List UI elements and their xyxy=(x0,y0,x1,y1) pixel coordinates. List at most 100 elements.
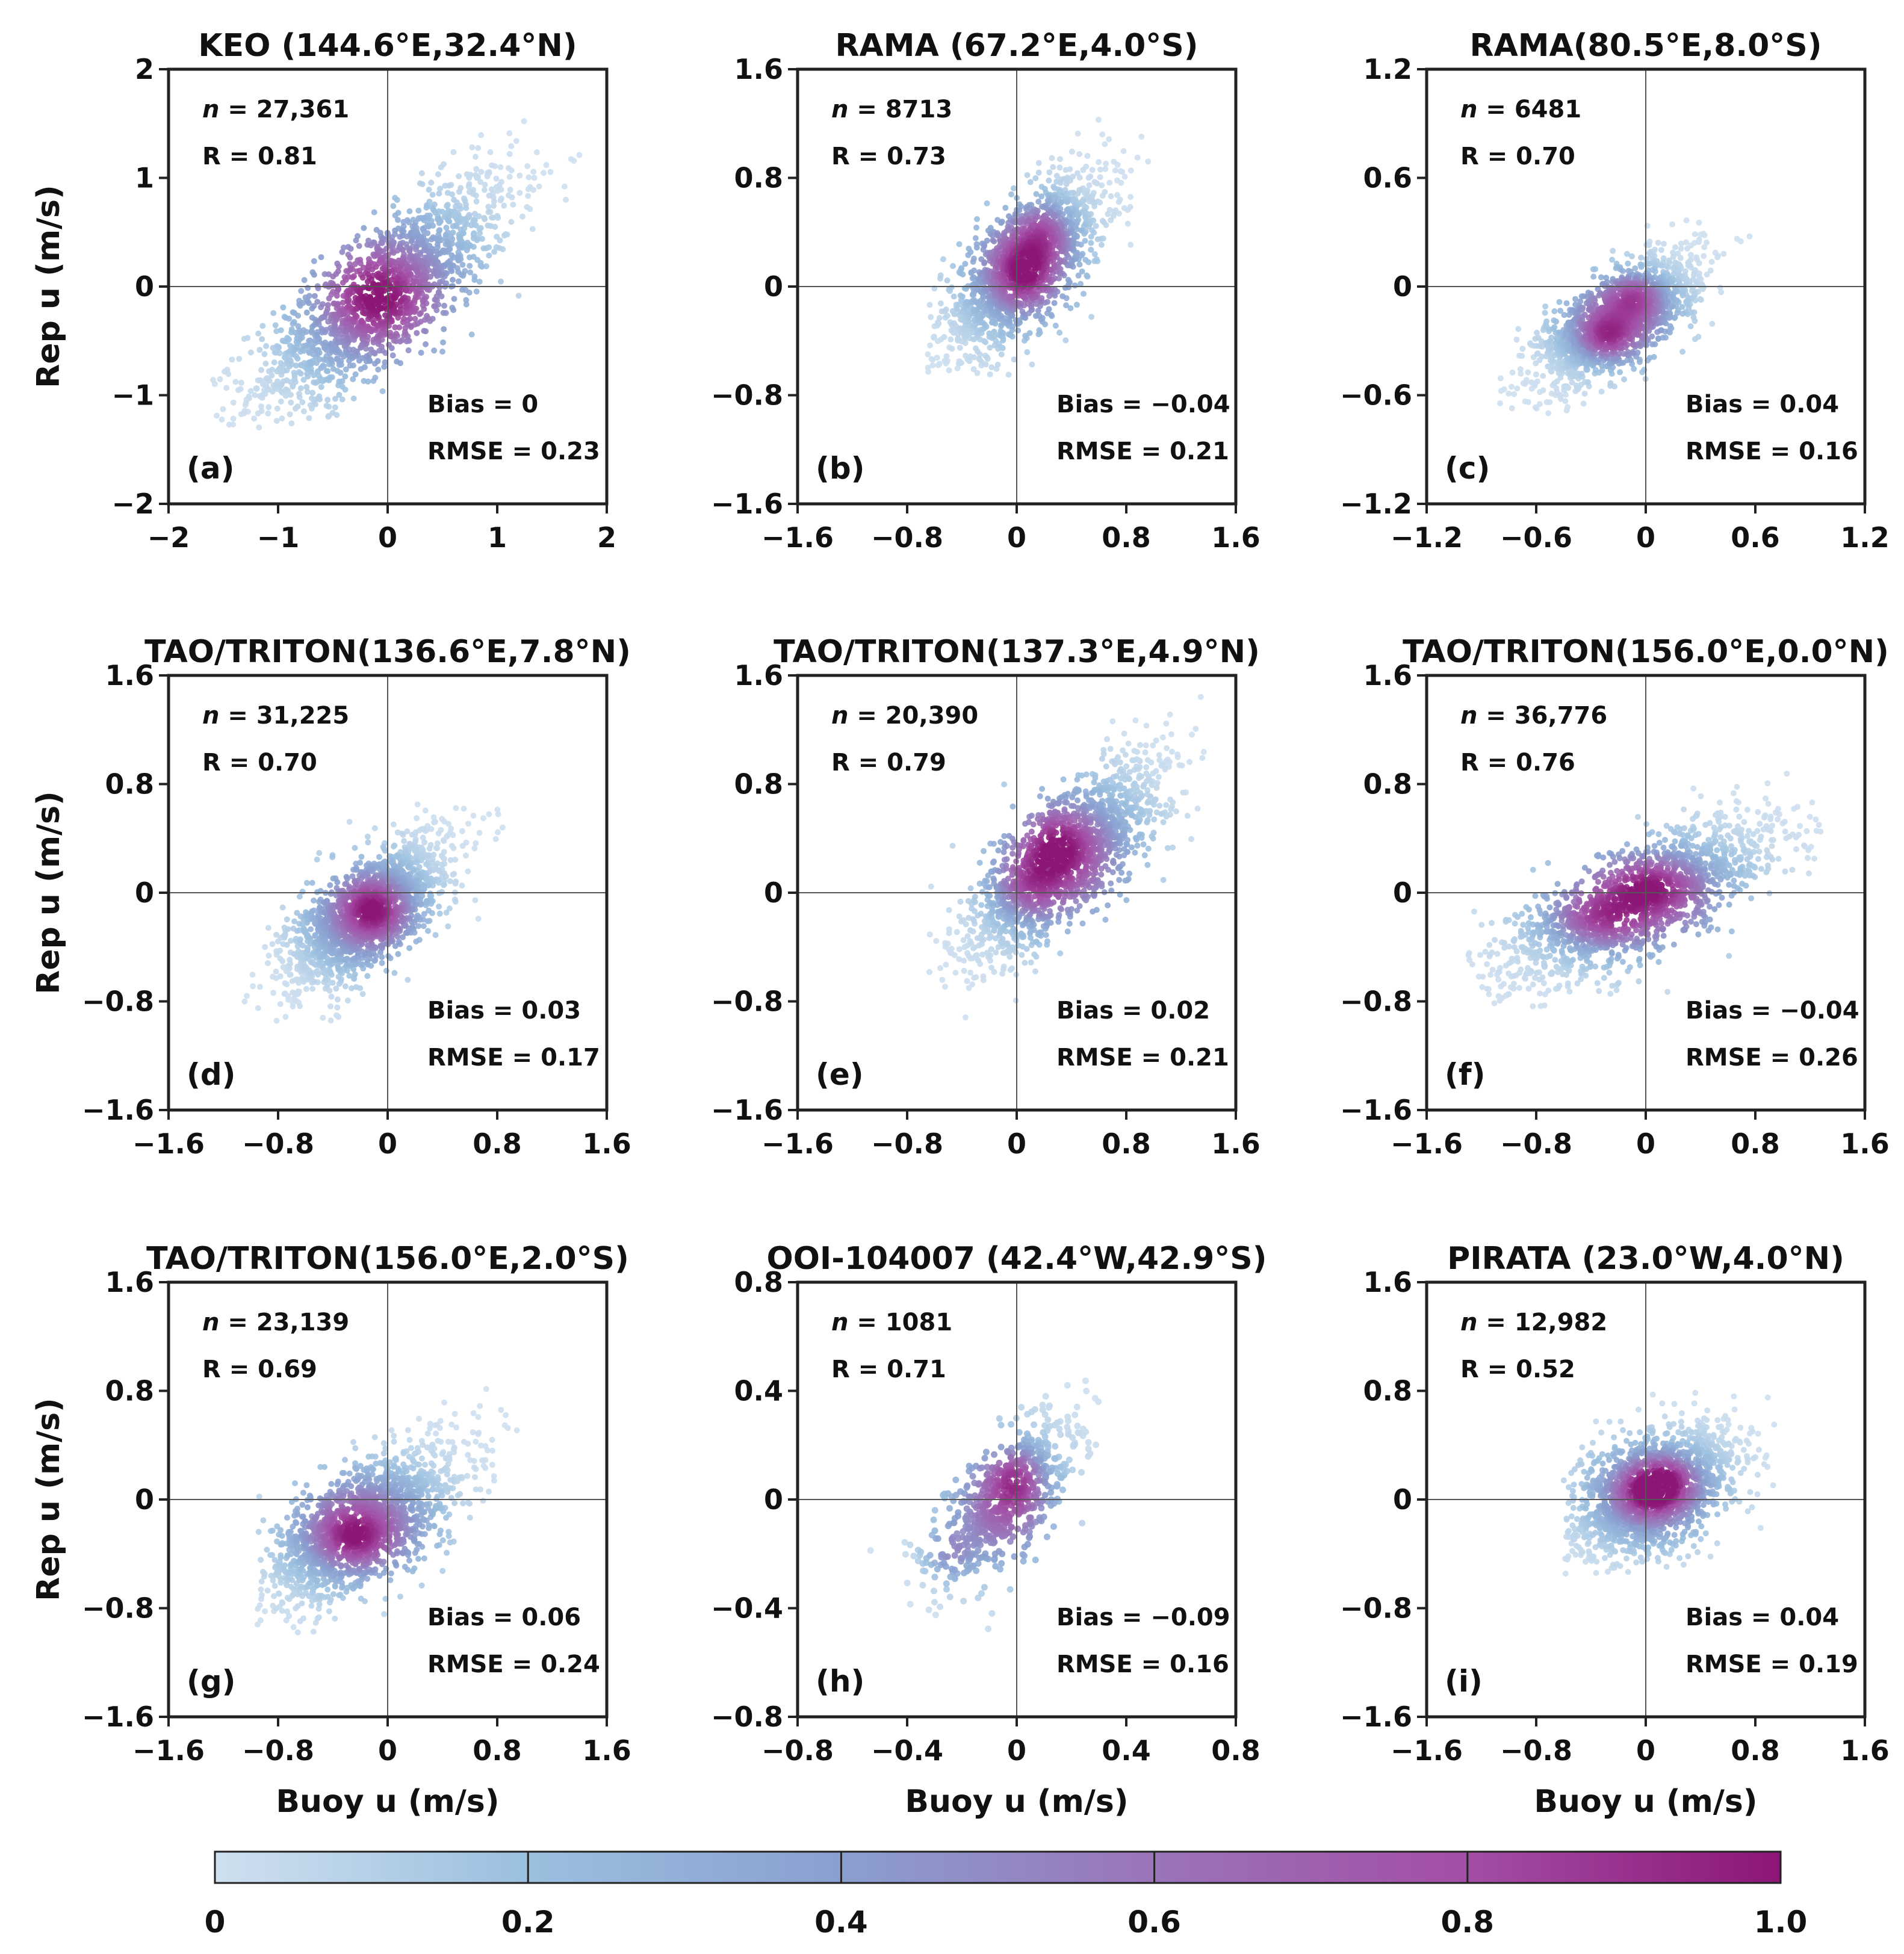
data-point xyxy=(1704,271,1710,278)
data-point xyxy=(393,330,400,337)
data-point xyxy=(371,209,377,216)
n-count: n = 8713 xyxy=(831,96,952,123)
data-point xyxy=(489,214,495,221)
data-point xyxy=(1056,164,1063,171)
data-point xyxy=(958,359,964,366)
data-point xyxy=(311,258,317,264)
data-point xyxy=(1638,255,1645,261)
data-point xyxy=(1660,241,1667,247)
data-point xyxy=(944,358,950,364)
data-point xyxy=(459,261,466,268)
data-point xyxy=(516,172,523,179)
data-point xyxy=(1620,350,1626,357)
data-point xyxy=(455,257,462,264)
data-point xyxy=(478,132,485,138)
data-point xyxy=(258,367,264,373)
data-point xyxy=(516,190,523,196)
data-point xyxy=(508,143,515,149)
data-point xyxy=(1046,306,1052,312)
data-point xyxy=(1035,308,1041,314)
data-point xyxy=(1091,251,1098,258)
data-point xyxy=(1038,295,1045,302)
data-point xyxy=(336,391,343,398)
data-point xyxy=(1102,141,1108,147)
data-point xyxy=(998,351,1005,358)
data-point xyxy=(1660,334,1666,341)
data-point xyxy=(944,312,950,319)
data-point xyxy=(506,173,513,180)
data-point xyxy=(1079,268,1085,274)
data-point xyxy=(485,209,492,216)
data-point xyxy=(1609,256,1616,263)
data-point xyxy=(1029,361,1035,368)
data-point xyxy=(1675,250,1681,257)
data-point xyxy=(1073,302,1080,308)
data-point xyxy=(1533,371,1539,377)
data-point xyxy=(471,211,478,217)
data-point xyxy=(1002,205,1009,211)
data-point xyxy=(1062,285,1068,291)
data-point xyxy=(269,367,276,373)
data-point xyxy=(1509,369,1516,376)
data-point xyxy=(295,312,302,319)
data-point xyxy=(943,306,949,313)
data-point xyxy=(468,331,475,338)
data-point xyxy=(329,374,335,380)
data-point xyxy=(1625,349,1631,355)
data-point xyxy=(346,297,352,303)
data-point xyxy=(524,163,531,169)
data-point xyxy=(450,223,456,229)
data-point xyxy=(365,323,371,330)
data-point xyxy=(1099,217,1106,224)
data-point xyxy=(477,262,484,269)
data-point xyxy=(526,174,532,181)
y-tick-label: 0 xyxy=(135,270,154,303)
data-point xyxy=(1027,179,1034,185)
data-point xyxy=(255,330,262,337)
data-point xyxy=(925,351,931,358)
data-point xyxy=(525,186,532,193)
data-point xyxy=(1590,273,1597,280)
data-point xyxy=(1548,344,1555,350)
data-point xyxy=(474,175,480,181)
data-point xyxy=(263,343,270,349)
scatter-points xyxy=(1497,217,1753,417)
data-point xyxy=(397,234,403,240)
data-point xyxy=(1610,247,1616,254)
data-point xyxy=(1579,306,1586,313)
data-point xyxy=(418,170,425,176)
data-point xyxy=(421,327,427,334)
data-point xyxy=(1052,214,1058,220)
data-point xyxy=(1685,262,1692,269)
data-point xyxy=(941,333,947,340)
data-point xyxy=(244,408,251,415)
data-point xyxy=(1078,281,1084,287)
data-point xyxy=(426,223,432,230)
data-point xyxy=(303,309,310,316)
n-label: n xyxy=(202,96,219,123)
data-point xyxy=(219,417,225,423)
data-point xyxy=(1630,349,1636,355)
data-point xyxy=(1581,391,1588,397)
data-point xyxy=(988,364,995,371)
data-point xyxy=(294,403,301,410)
data-point xyxy=(1687,323,1694,329)
data-point xyxy=(1539,353,1545,360)
data-point xyxy=(469,144,476,150)
data-point xyxy=(371,253,378,259)
data-point xyxy=(288,420,295,427)
data-point xyxy=(335,300,341,307)
data-point xyxy=(1035,199,1042,205)
bias-value: Bias = −0.04 xyxy=(1056,391,1230,418)
data-point xyxy=(1688,288,1695,294)
data-point xyxy=(1553,318,1560,325)
data-point xyxy=(1103,161,1109,167)
data-point xyxy=(466,175,473,181)
data-point xyxy=(1669,221,1675,228)
data-point xyxy=(973,225,979,231)
data-point xyxy=(506,192,512,199)
data-point xyxy=(1032,175,1039,182)
data-point xyxy=(217,376,223,382)
data-point xyxy=(987,344,993,351)
